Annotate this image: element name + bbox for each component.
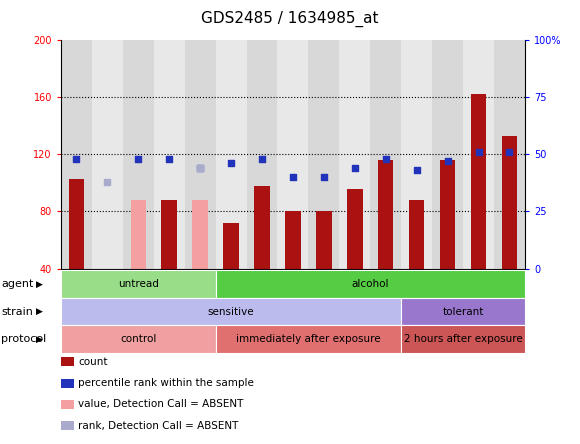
Text: 2 hours after exposure: 2 hours after exposure — [404, 334, 523, 344]
Text: strain: strain — [1, 307, 33, 317]
Point — [195, 164, 205, 171]
Bar — [409, 200, 425, 269]
Text: sensitive: sensitive — [208, 307, 255, 317]
Point — [195, 164, 205, 171]
Text: ▶: ▶ — [36, 307, 43, 316]
Text: ▶: ▶ — [36, 280, 43, 289]
Point — [443, 158, 452, 165]
Point — [350, 164, 360, 171]
Bar — [309, 40, 339, 269]
Bar — [123, 40, 154, 269]
Bar — [316, 211, 332, 269]
Point — [226, 160, 235, 167]
Bar — [92, 40, 123, 269]
Point — [258, 155, 267, 163]
Bar — [440, 160, 455, 269]
Bar — [223, 223, 239, 269]
Text: untread: untread — [118, 279, 159, 289]
Bar — [216, 40, 246, 269]
Bar — [378, 160, 393, 269]
Bar — [61, 40, 92, 269]
Bar — [161, 200, 177, 269]
Bar — [463, 40, 494, 269]
Bar — [246, 40, 277, 269]
Point — [103, 178, 112, 185]
Text: rank, Detection Call = ABSENT: rank, Detection Call = ABSENT — [78, 421, 239, 431]
Point — [288, 174, 298, 181]
Bar — [339, 40, 370, 269]
Bar — [254, 186, 270, 269]
Bar — [184, 40, 216, 269]
Bar — [370, 40, 401, 269]
Bar — [193, 200, 208, 269]
Bar — [471, 94, 486, 269]
Text: control: control — [120, 334, 157, 344]
Point — [72, 155, 81, 163]
Text: agent: agent — [1, 279, 34, 289]
Text: GDS2485 / 1634985_at: GDS2485 / 1634985_at — [201, 11, 379, 27]
Bar — [432, 40, 463, 269]
Point — [381, 155, 390, 163]
Text: immediately after exposure: immediately after exposure — [236, 334, 380, 344]
Bar — [502, 136, 517, 269]
Bar — [494, 40, 525, 269]
Point — [505, 148, 514, 155]
Point — [474, 148, 483, 155]
Text: alcohol: alcohol — [351, 279, 389, 289]
Text: count: count — [78, 357, 108, 367]
Bar — [154, 40, 184, 269]
Text: percentile rank within the sample: percentile rank within the sample — [78, 378, 254, 388]
Text: protocol: protocol — [1, 334, 46, 344]
Text: tolerant: tolerant — [443, 307, 484, 317]
Bar — [401, 40, 432, 269]
Bar — [285, 211, 300, 269]
Point — [412, 167, 421, 174]
Point — [319, 174, 328, 181]
Bar — [68, 178, 84, 269]
Point — [133, 155, 143, 163]
Text: ▶: ▶ — [36, 335, 43, 344]
Bar — [130, 200, 146, 269]
Point — [165, 155, 174, 163]
Bar — [347, 189, 362, 269]
Text: value, Detection Call = ABSENT: value, Detection Call = ABSENT — [78, 400, 244, 409]
Bar — [277, 40, 309, 269]
